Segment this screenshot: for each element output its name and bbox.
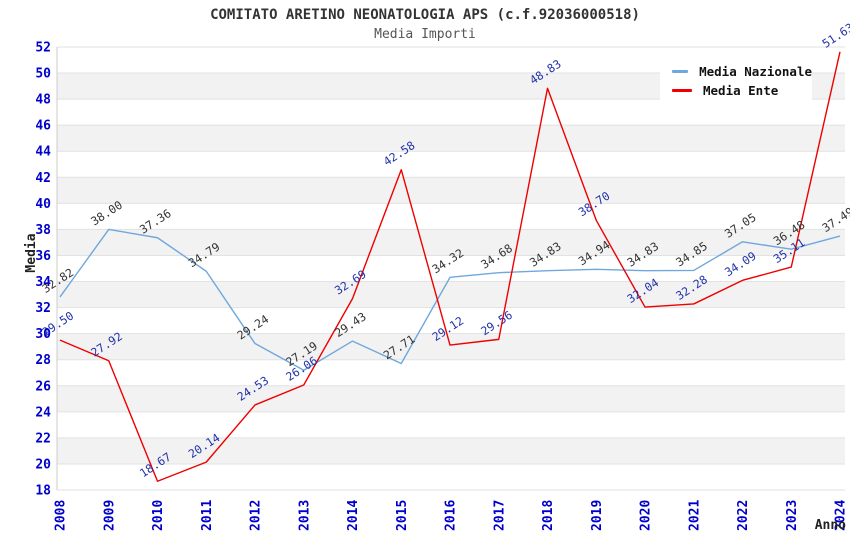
y-tick-label: 32 [35,301,51,316]
x-tick-label: 2013 [297,500,312,531]
x-tick-label: 2012 [249,500,264,531]
y-axis-title: Media [24,233,39,272]
y-tick-label: 44 [35,145,51,160]
legend-label-ente: Media Ente [703,83,779,98]
plot-band [57,177,845,204]
y-tick-label: 40 [35,197,51,212]
y-tick-label: 46 [35,119,51,134]
chart-subtitle: Media Importi [374,27,476,42]
plot-band [57,411,845,438]
x-tick-label: 2011 [200,500,215,531]
plot-band [57,203,845,230]
legend: Media Nazionale Media Ente [660,56,812,106]
x-tick-label: 2008 [54,500,69,531]
plot-band [57,385,845,412]
x-tick-label: 2014 [346,500,361,531]
x-tick-label: 2018 [541,500,556,531]
data-label: 51.63 [819,20,850,51]
x-tick-label: 2019 [590,500,605,531]
x-tick-label: 2024 [834,500,849,531]
x-tick-label: 2010 [151,500,166,531]
plot-band [57,229,845,256]
y-tick-label: 42 [35,171,51,186]
series-line-media-ente [59,51,841,482]
plot-band [57,307,845,334]
y-tick-label: 30 [35,327,51,342]
legend-swatch-ente-icon [672,89,692,92]
y-tick-label: 50 [35,67,51,82]
y-tick-label: 20 [35,457,51,472]
legend-label-nazionale: Media Nazionale [699,64,812,79]
legend-item-media-nazionale: Media Nazionale [672,64,812,79]
y-tick-label: 24 [35,405,51,420]
x-tick-label: 2020 [639,500,654,531]
chart-title: COMITATO ARETINO NEONATOLOGIA APS (c.f.9… [210,7,640,23]
x-tick-label: 2009 [102,500,117,531]
series-line-media-nazionale [59,228,841,371]
plot-band [57,281,845,308]
plot-band [57,125,845,152]
x-tick-label: 2015 [395,500,410,531]
x-tick-label: 2022 [736,500,751,531]
plot-band [57,437,845,464]
plot-band [57,359,845,386]
y-tick-label: 26 [35,379,51,394]
y-tick-label: 18 [35,484,51,499]
y-tick-label: 52 [35,41,51,56]
x-tick-label: 2021 [687,500,702,531]
x-tick-label: 2023 [785,500,800,531]
legend-swatch-nazionale-icon [672,70,689,73]
y-tick-label: 48 [35,93,51,108]
y-tick-label: 22 [35,431,51,446]
y-tick-label: 36 [35,249,51,264]
y-tick-label: 34 [35,275,51,290]
y-tick-label: 38 [35,223,51,238]
plot-band [57,463,845,490]
legend-item-media-ente: Media Ente [672,83,812,98]
x-axis-title: Anno [815,518,846,533]
plot-band [57,333,845,360]
x-tick-label: 2017 [492,500,507,531]
x-tick-label: 2016 [444,500,459,531]
plot-band [57,151,845,178]
y-tick-label: 28 [35,353,51,368]
